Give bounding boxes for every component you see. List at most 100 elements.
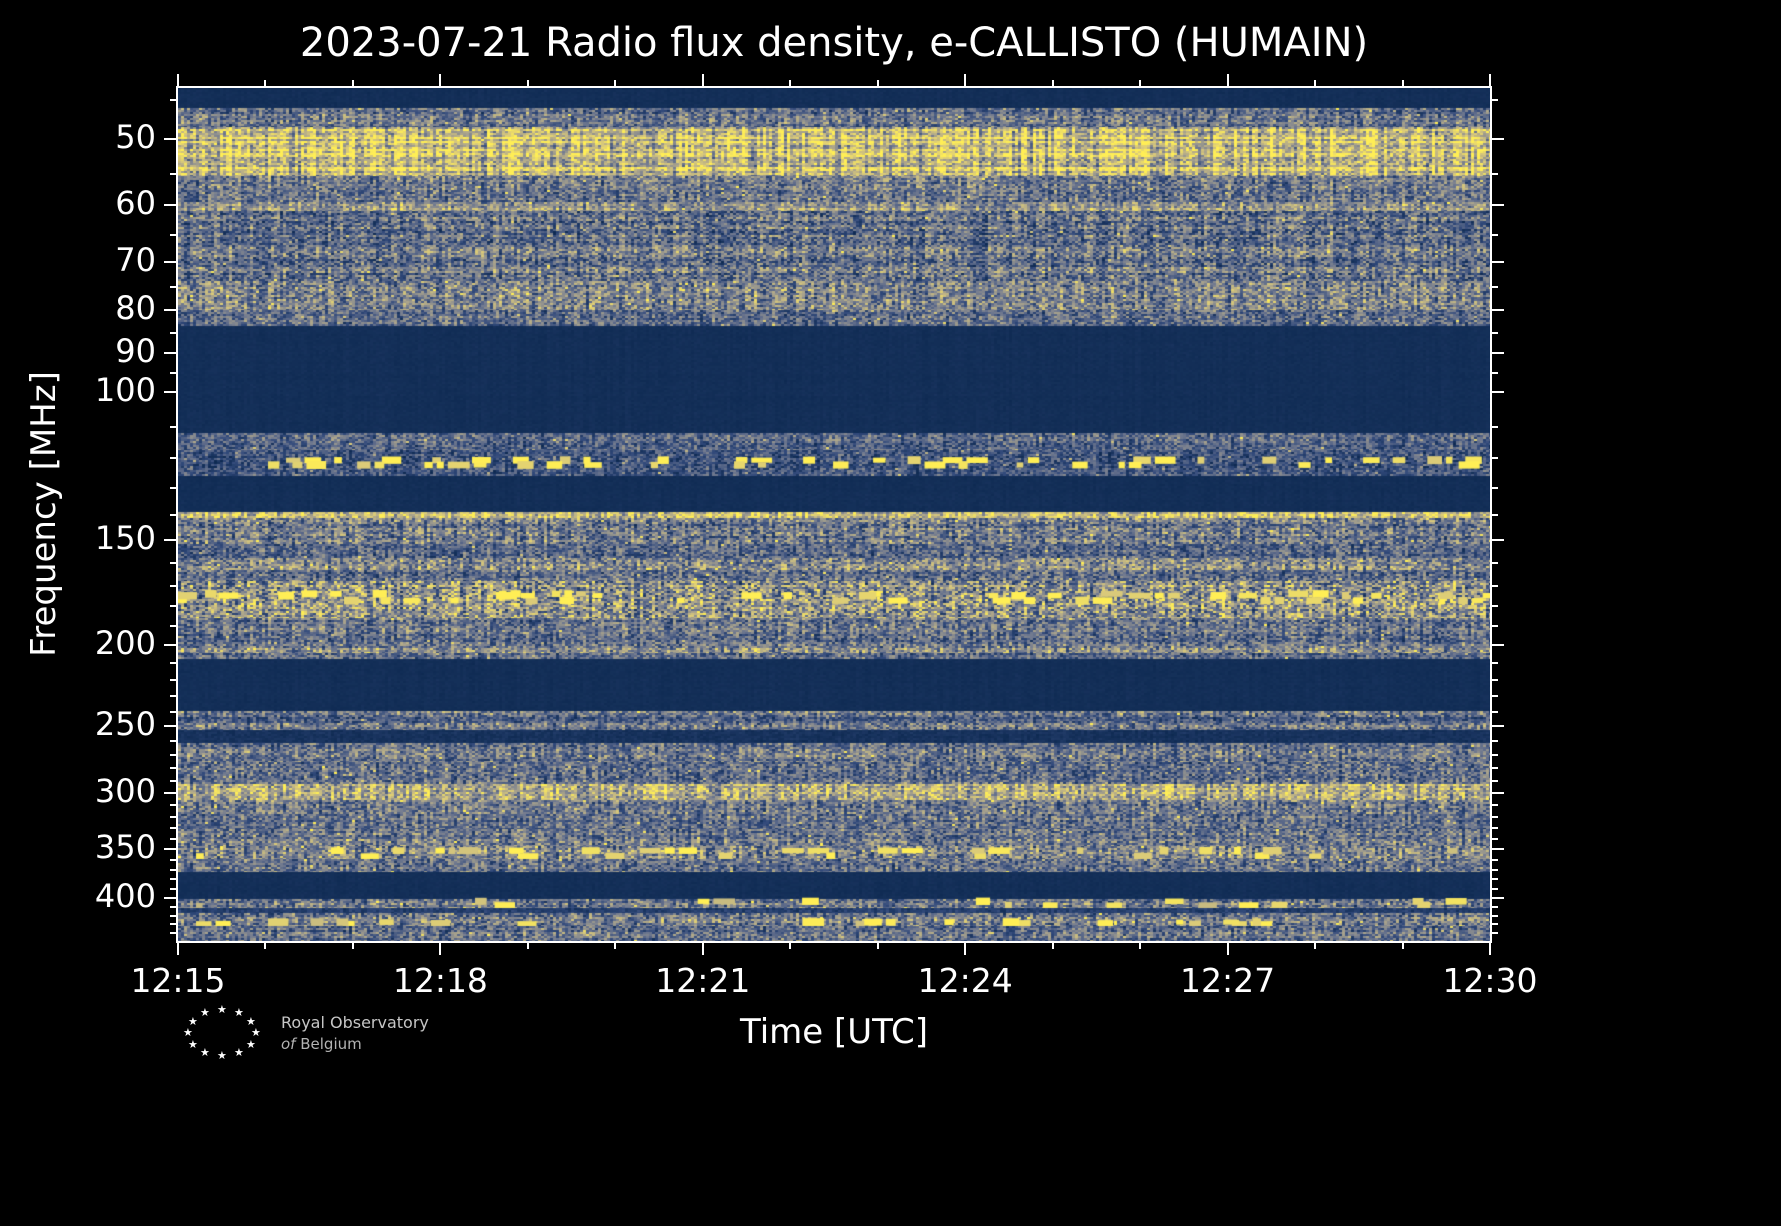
y-tick-mark <box>1492 643 1504 646</box>
y-tick-mark <box>1492 538 1504 541</box>
star-icon: ★ <box>234 1006 244 1019</box>
rob-text: Royal Observatory of Belgium <box>281 1012 429 1054</box>
y-minor-tick-mark <box>1492 99 1498 102</box>
y-minor-tick-mark <box>1492 868 1498 871</box>
x-minor-tick-mark <box>1139 80 1142 86</box>
y-minor-tick-mark <box>170 803 176 806</box>
x-minor-tick-mark <box>526 80 529 86</box>
x-minor-tick-mark <box>1051 943 1054 949</box>
x-minor-tick-mark <box>526 943 529 949</box>
x-tick-mark <box>1489 943 1491 955</box>
x-tick-mark <box>177 943 179 955</box>
y-tick-mark <box>164 137 176 140</box>
y-minor-tick-mark <box>1492 172 1498 175</box>
y-minor-tick-mark <box>1492 710 1498 713</box>
y-minor-tick-mark <box>170 513 176 516</box>
y-minor-tick-mark <box>170 878 176 881</box>
y-tick-label: 70 <box>115 240 156 279</box>
x-minor-tick-mark <box>789 80 792 86</box>
y-minor-tick-mark <box>170 285 176 288</box>
y-minor-tick-mark <box>170 766 176 769</box>
y-tick-mark <box>164 643 176 646</box>
y-minor-tick-mark <box>1492 331 1498 334</box>
rob-org-of: of <box>281 1034 296 1053</box>
star-icon: ★ <box>234 1046 244 1059</box>
y-minor-tick-mark <box>1492 562 1498 565</box>
chart-title: 2023-07-21 Radio flux density, e-CALLIST… <box>299 20 1369 66</box>
y-minor-tick-mark <box>1492 803 1498 806</box>
x-minor-tick-mark <box>614 943 617 949</box>
spectrogram-canvas <box>178 88 1490 941</box>
y-minor-tick-mark <box>170 906 176 908</box>
y-minor-tick-mark <box>1492 285 1498 288</box>
y-minor-tick-mark <box>170 605 176 608</box>
x-tick-mark <box>1489 74 1491 86</box>
y-tick-mark <box>1492 352 1504 355</box>
y-tick-mark <box>164 309 176 312</box>
y-tick-mark <box>1492 260 1504 263</box>
y-tick-mark <box>164 538 176 541</box>
y-axis-label: Frequency [MHz] <box>24 371 64 657</box>
x-minor-tick-mark <box>1401 943 1404 949</box>
y-minor-tick-mark <box>1492 678 1498 681</box>
y-minor-tick-mark <box>1492 766 1498 769</box>
star-icon: ★ <box>217 1049 227 1062</box>
y-minor-tick-mark <box>170 331 176 334</box>
y-minor-tick-mark <box>170 923 176 926</box>
star-icon: ★ <box>200 1046 210 1059</box>
y-minor-tick-mark <box>1492 233 1498 236</box>
star-icon: ★ <box>251 1026 261 1039</box>
x-tick-label: 12:15 <box>130 961 226 1000</box>
y-minor-tick-mark <box>170 710 176 713</box>
y-minor-tick-mark <box>1492 739 1498 742</box>
y-minor-tick-mark <box>170 858 176 861</box>
x-tick-label: 12:24 <box>917 961 1013 1000</box>
x-tick-mark <box>701 943 704 955</box>
y-minor-tick-mark <box>170 486 176 489</box>
rob-stars-icon: ★ ★ ★ ★ ★ ★ ★ ★ ★ ★ ★ ★ <box>183 1004 271 1066</box>
y-tick-mark <box>1492 897 1504 899</box>
y-tick-label: 250 <box>94 705 156 744</box>
x-tick-label: 12:30 <box>1442 961 1538 1000</box>
x-minor-tick-mark <box>1401 80 1404 86</box>
y-minor-tick-mark <box>170 562 176 565</box>
y-tick-mark <box>164 204 176 207</box>
y-minor-tick-mark <box>1492 826 1498 829</box>
x-tick-mark <box>1226 943 1229 955</box>
x-minor-tick-mark <box>351 943 354 949</box>
y-minor-tick-mark <box>170 457 176 460</box>
y-minor-tick-mark <box>1492 837 1498 840</box>
y-tick-mark <box>1492 791 1504 794</box>
y-minor-tick-mark <box>170 678 176 681</box>
y-minor-tick-mark <box>170 425 176 428</box>
y-minor-tick-mark <box>1492 425 1498 428</box>
plot-area <box>176 86 1492 943</box>
x-minor-tick-mark <box>351 80 354 86</box>
star-icon: ★ <box>246 1015 256 1028</box>
y-minor-tick-mark <box>1492 584 1498 587</box>
y-tick-mark <box>164 791 176 794</box>
y-minor-tick-mark <box>1492 753 1498 756</box>
x-minor-tick-mark <box>1139 943 1142 949</box>
y-minor-tick-mark <box>1492 878 1498 881</box>
y-minor-tick-mark <box>1492 513 1498 516</box>
x-tick-mark <box>439 74 442 86</box>
y-minor-tick-mark <box>170 815 176 818</box>
y-tick-mark <box>1492 309 1504 312</box>
y-minor-tick-mark <box>1492 815 1498 818</box>
x-tick-label: 12:21 <box>655 961 751 1000</box>
x-minor-tick-mark <box>264 80 267 86</box>
y-minor-tick-mark <box>170 887 176 890</box>
y-minor-tick-mark <box>170 914 176 917</box>
y-tick-label: 80 <box>115 289 156 328</box>
y-minor-tick-mark <box>1492 661 1498 664</box>
x-tick-mark <box>439 943 442 955</box>
y-tick-label: 200 <box>94 623 156 662</box>
y-tick-mark <box>1492 204 1504 207</box>
x-minor-tick-mark <box>1051 80 1054 86</box>
x-minor-tick-mark <box>876 943 879 949</box>
y-minor-tick-mark <box>170 233 176 236</box>
y-minor-tick-mark <box>1492 457 1498 460</box>
y-minor-tick-mark <box>1492 605 1498 608</box>
y-minor-tick-mark <box>1492 779 1498 782</box>
